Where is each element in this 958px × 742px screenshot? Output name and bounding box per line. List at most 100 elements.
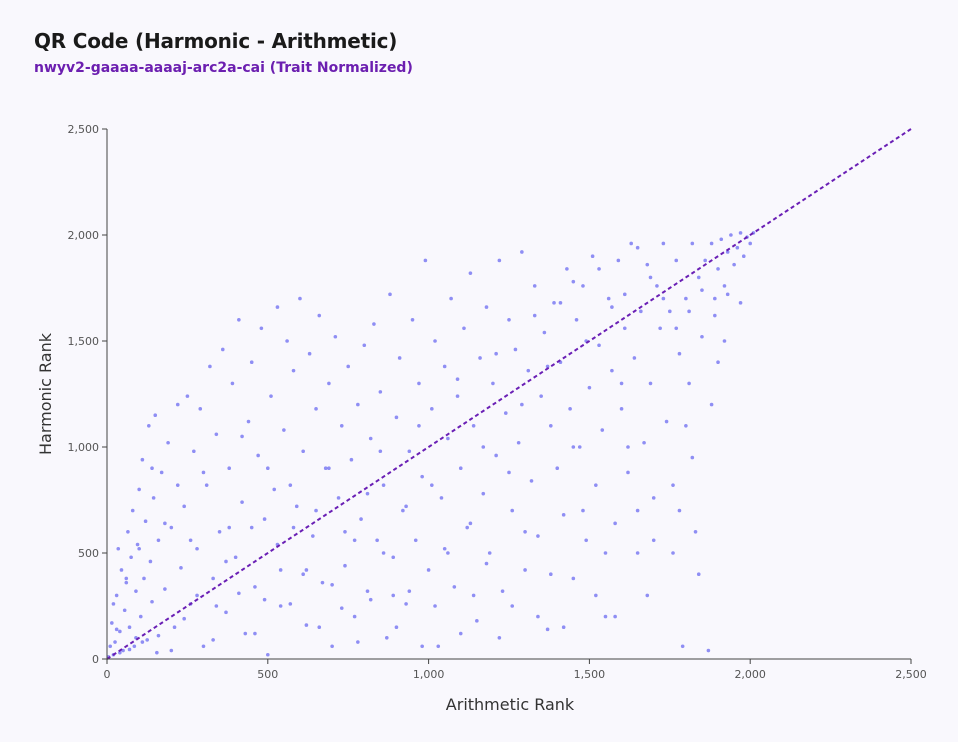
data-point xyxy=(478,356,482,360)
data-point xyxy=(484,305,489,309)
data-point xyxy=(138,614,143,619)
data-point xyxy=(442,546,447,551)
data-point xyxy=(558,301,563,305)
data-point xyxy=(494,453,498,458)
data-point xyxy=(127,647,132,652)
x-ticks: 0 500 1,000 1,500 2,000 2,500 xyxy=(104,659,927,681)
data-point xyxy=(208,364,212,369)
data-point xyxy=(278,568,283,572)
data-point xyxy=(201,470,206,475)
data-point xyxy=(256,453,260,458)
data-point xyxy=(266,466,270,471)
plot-points xyxy=(106,231,756,659)
data-point xyxy=(729,233,733,237)
data-point xyxy=(356,402,360,407)
data-point xyxy=(249,360,254,365)
data-point xyxy=(253,631,257,636)
data-point xyxy=(433,604,437,608)
data-point xyxy=(458,466,463,471)
chart-title: QR Code (Harmonic - Arithmetic) xyxy=(34,29,398,53)
data-point xyxy=(130,508,135,513)
data-point xyxy=(532,313,537,318)
data-point xyxy=(288,602,293,606)
data-point xyxy=(520,402,524,407)
data-point xyxy=(706,648,711,653)
data-point xyxy=(233,555,238,560)
data-point xyxy=(135,542,140,547)
data-point xyxy=(394,625,399,629)
data-point xyxy=(339,424,344,428)
data-point xyxy=(700,288,704,292)
data-point xyxy=(227,466,232,471)
data-point xyxy=(455,394,460,398)
data-point xyxy=(110,621,114,625)
data-point xyxy=(278,604,283,608)
data-point xyxy=(465,525,469,530)
x-tick-label: 1,500 xyxy=(574,668,606,681)
data-point xyxy=(372,322,376,326)
data-point xyxy=(497,636,502,640)
data-point xyxy=(565,267,569,271)
data-point xyxy=(632,356,637,360)
data-point xyxy=(320,580,325,585)
data-point xyxy=(163,521,167,526)
data-point xyxy=(122,608,127,613)
data-point xyxy=(722,339,727,343)
data-point xyxy=(713,296,717,301)
data-point xyxy=(323,466,328,471)
data-point xyxy=(661,296,666,301)
data-point xyxy=(597,343,601,348)
data-point xyxy=(378,390,383,394)
data-point xyxy=(423,258,428,263)
data-point xyxy=(410,318,415,322)
data-point xyxy=(677,351,682,356)
data-point xyxy=(349,457,354,462)
data-point xyxy=(484,561,489,566)
data-point xyxy=(639,309,643,314)
data-point xyxy=(397,356,402,360)
data-point xyxy=(227,525,232,530)
data-point xyxy=(217,530,222,534)
data-point xyxy=(143,519,148,523)
data-point xyxy=(446,551,450,555)
data-point xyxy=(124,580,129,585)
data-point xyxy=(137,546,141,551)
data-point xyxy=(159,470,164,475)
data-point xyxy=(738,231,743,235)
data-point xyxy=(378,449,383,454)
data-point xyxy=(294,504,299,509)
data-point xyxy=(137,487,141,492)
data-point xyxy=(148,559,153,564)
data-point xyxy=(462,326,466,331)
data-point xyxy=(713,313,717,318)
x-tick-label: 2,000 xyxy=(734,668,766,681)
data-point xyxy=(516,440,521,445)
data-point xyxy=(571,445,576,449)
data-point xyxy=(600,428,605,432)
data-point xyxy=(118,650,122,655)
data-point xyxy=(175,402,180,407)
data-point xyxy=(172,625,177,629)
data-point xyxy=(224,610,228,615)
data-point xyxy=(368,436,373,441)
data-point xyxy=(317,625,322,629)
data-point xyxy=(449,296,453,301)
data-point xyxy=(237,591,241,596)
data-point xyxy=(549,572,553,576)
data-point xyxy=(648,275,653,280)
data-point xyxy=(420,474,424,479)
data-point xyxy=(333,334,338,339)
x-tick-label: 0 xyxy=(104,668,111,681)
data-point xyxy=(693,530,698,534)
data-point xyxy=(175,483,180,487)
data-point xyxy=(156,538,161,543)
data-point xyxy=(722,284,727,288)
data-point xyxy=(487,551,492,555)
data-point xyxy=(282,428,286,432)
data-point xyxy=(394,415,399,420)
data-point xyxy=(690,455,695,460)
data-point xyxy=(119,568,124,572)
data-point xyxy=(391,555,396,560)
data-point xyxy=(696,275,701,280)
data-point xyxy=(359,517,363,521)
